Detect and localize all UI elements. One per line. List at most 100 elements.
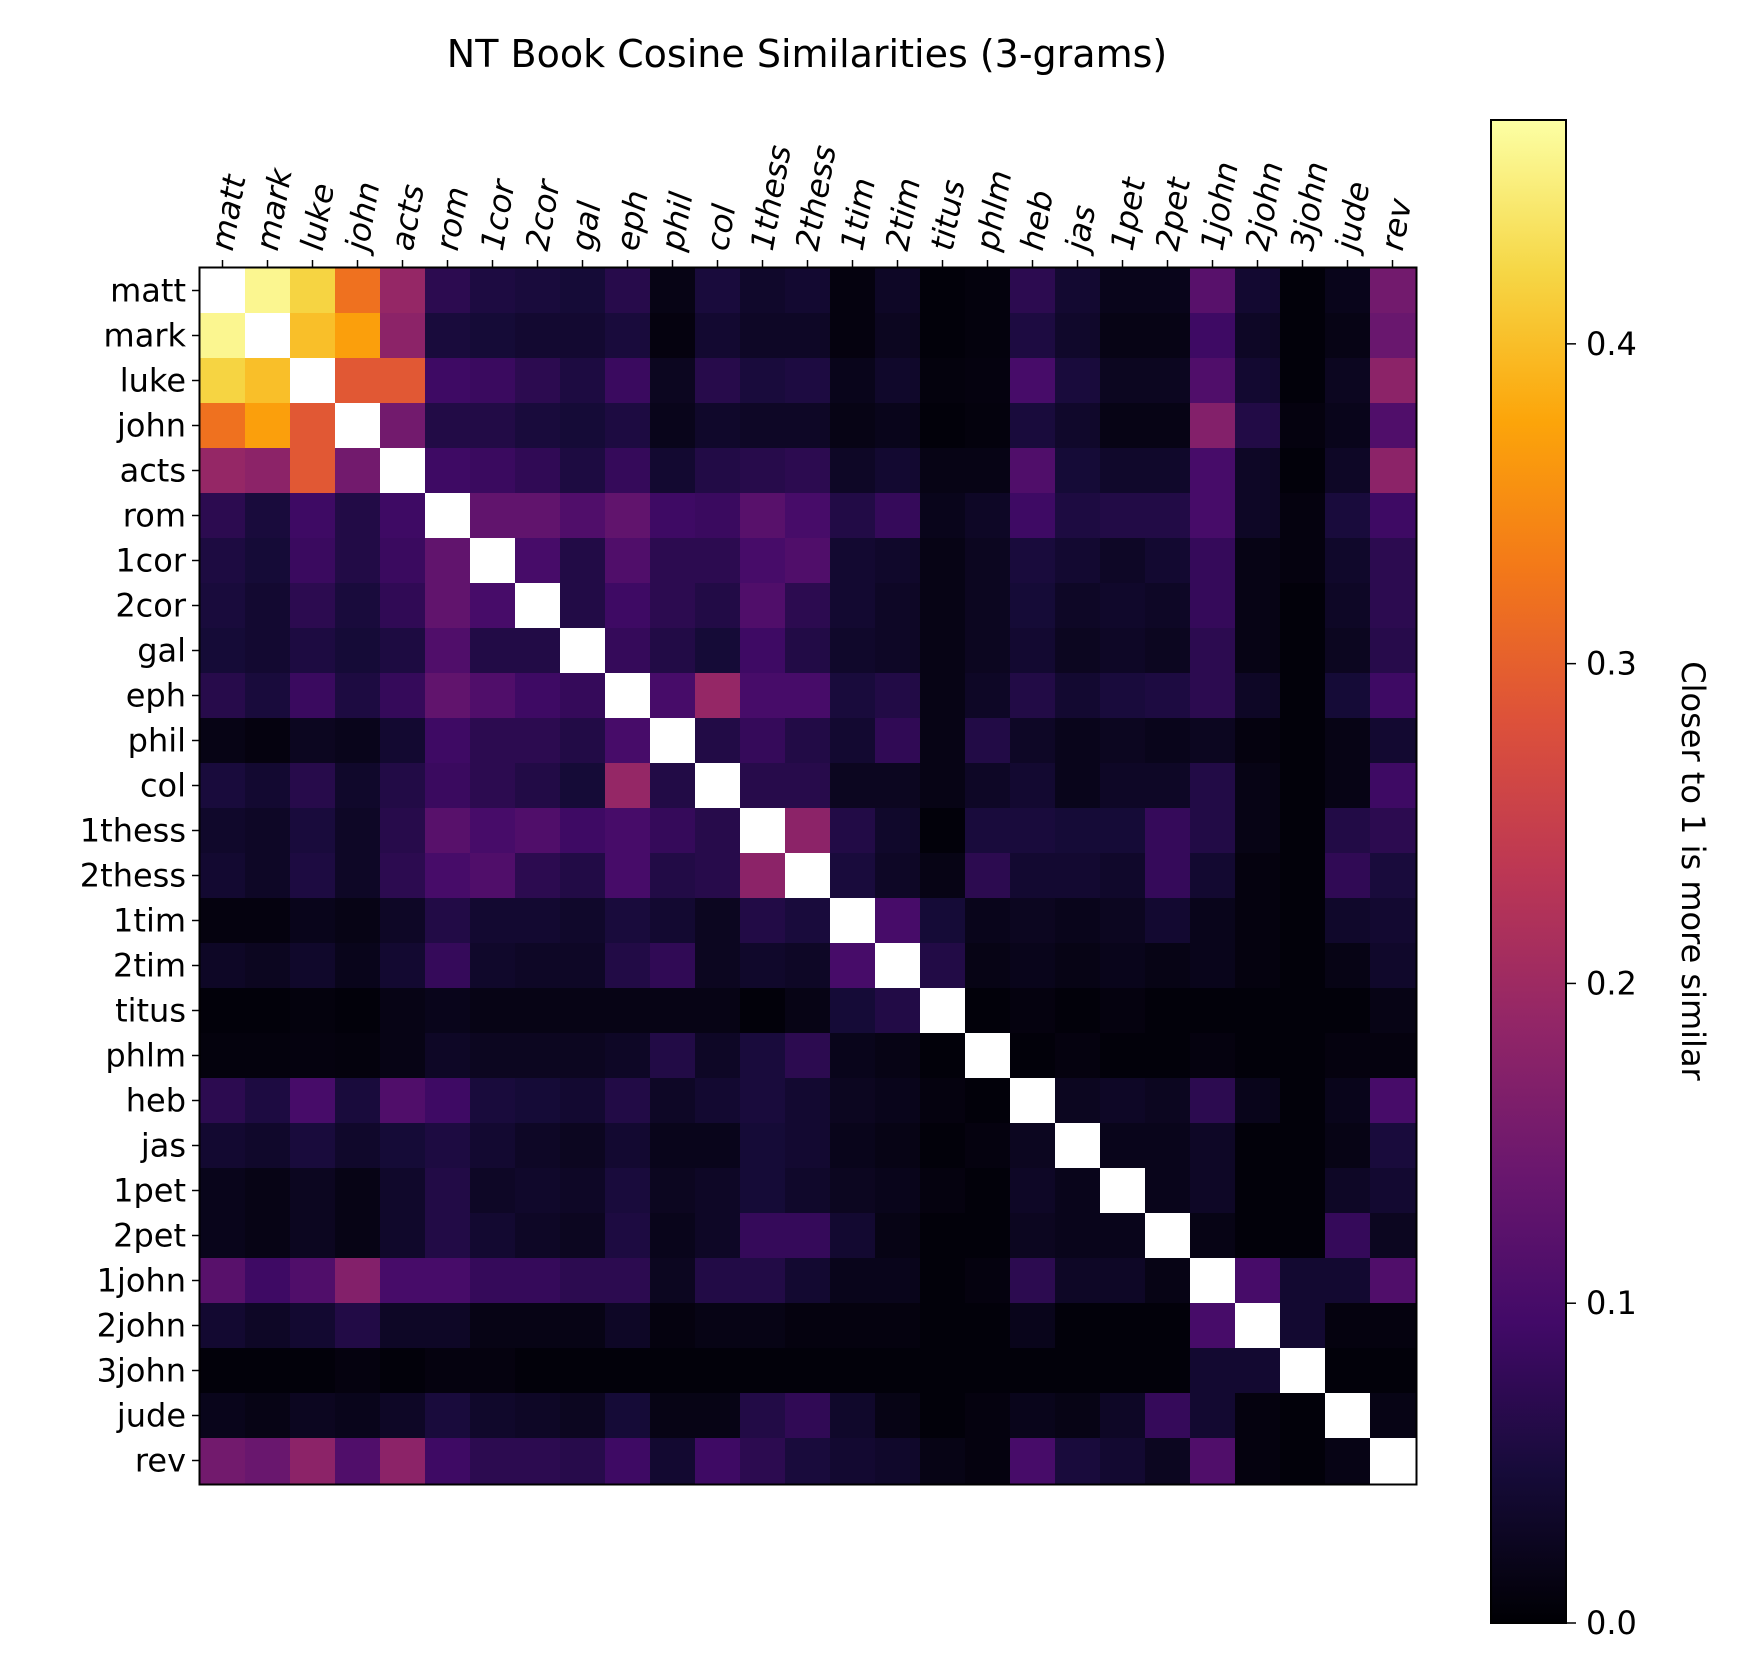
heatmap-cell (605, 268, 651, 314)
heatmap-cell (740, 403, 786, 449)
heatmap-cell (1145, 988, 1191, 1034)
heatmap-cell (785, 538, 831, 584)
heatmap-cell (605, 1168, 651, 1214)
heatmap-cell (1325, 538, 1371, 584)
heatmap-cell (695, 1213, 741, 1259)
heatmap-cell (1190, 1393, 1236, 1439)
heatmap-cell (1190, 853, 1236, 899)
heatmap-cell (1325, 448, 1371, 494)
heatmap-cell (245, 1303, 291, 1349)
heatmap-cell (515, 1348, 561, 1394)
heatmap-cell (1100, 628, 1146, 674)
heatmap-cell (830, 628, 876, 674)
heatmap-cell (1010, 1348, 1056, 1394)
heatmap-cell (605, 1303, 651, 1349)
heatmap-cell (425, 313, 471, 359)
heatmap-cell (470, 1393, 516, 1439)
heatmap-cell (1280, 268, 1326, 314)
heatmap-cell (1010, 313, 1056, 359)
heatmap-cell (1235, 718, 1281, 764)
heatmap-cell (1370, 673, 1416, 719)
heatmap-cell (200, 718, 246, 764)
heatmap-cell (965, 1213, 1011, 1259)
heatmap-cell (740, 673, 786, 719)
heatmap-cell (875, 943, 921, 989)
heatmap-cell (785, 673, 831, 719)
heatmap-cell (965, 1393, 1011, 1439)
heatmap-cell (515, 1393, 561, 1439)
heatmap-cell (1055, 628, 1101, 674)
heatmap-cell (605, 313, 651, 359)
heatmap-cell (290, 1258, 336, 1304)
heatmap-cell (200, 1438, 246, 1484)
heatmap-cell (1190, 313, 1236, 359)
heatmap-cell (965, 493, 1011, 539)
heatmap-cell (1370, 943, 1416, 989)
y-tick-label: titus (115, 992, 186, 1030)
heatmap-cell (1325, 1258, 1371, 1304)
heatmap-cell (470, 808, 516, 854)
heatmap-cell (605, 763, 651, 809)
y-tick-label: john (116, 407, 186, 445)
heatmap-cell (1010, 898, 1056, 944)
heatmap-cell (380, 583, 426, 629)
heatmap-cell (1010, 718, 1056, 764)
heatmap-cell (200, 943, 246, 989)
heatmap-cell (740, 1078, 786, 1124)
heatmap-cell (470, 358, 516, 404)
heatmap-cell (1145, 1078, 1191, 1124)
colorbar-gradient (1490, 119, 1567, 1624)
heatmap-cell (785, 628, 831, 674)
heatmap-cell (200, 583, 246, 629)
heatmap-cell (1010, 763, 1056, 809)
heatmap-cell (740, 538, 786, 584)
heatmap-cell (515, 493, 561, 539)
heatmap-cell (1235, 763, 1281, 809)
heatmap-cell (425, 1168, 471, 1214)
heatmap-cell (200, 853, 246, 899)
heatmap-cell (1280, 1303, 1326, 1349)
heatmap-cell (1190, 718, 1236, 764)
heatmap-cell (695, 1258, 741, 1304)
heatmap-cell (605, 673, 651, 719)
heatmap-cell (335, 1078, 381, 1124)
heatmap-cell (1190, 673, 1236, 719)
heatmap-cell (380, 448, 426, 494)
heatmap-cell (1325, 988, 1371, 1034)
heatmap-cell (1325, 1348, 1371, 1394)
heatmap-cell (290, 1213, 336, 1259)
heatmap-cell (470, 1123, 516, 1169)
heatmap-cell (290, 1168, 336, 1214)
heatmap-cell (1235, 988, 1281, 1034)
heatmap-cell (1010, 1033, 1056, 1079)
heatmap-cell (1055, 448, 1101, 494)
heatmap-cell (965, 853, 1011, 899)
heatmap-cell (1325, 1123, 1371, 1169)
heatmap-cell (1100, 403, 1146, 449)
heatmap-cell (650, 313, 696, 359)
heatmap-cell (1100, 1078, 1146, 1124)
heatmap-cell (740, 628, 786, 674)
heatmap-cell (1055, 1168, 1101, 1214)
heatmap-cell (1100, 1213, 1146, 1259)
heatmap-cell (920, 538, 966, 584)
heatmap-cell (335, 313, 381, 359)
heatmap-cell (785, 493, 831, 539)
heatmap-cell (1280, 943, 1326, 989)
heatmap-cell (650, 853, 696, 899)
heatmap-cell (1370, 718, 1416, 764)
heatmap-cell (1010, 673, 1056, 719)
heatmap-cell (605, 448, 651, 494)
heatmap-cell (200, 358, 246, 404)
heatmap-cell (740, 1033, 786, 1079)
heatmap-cell (245, 268, 291, 314)
heatmap-cell (560, 673, 606, 719)
heatmap-cell (380, 808, 426, 854)
heatmap-cell (425, 898, 471, 944)
heatmap-cell (515, 583, 561, 629)
heatmap-cell (695, 1078, 741, 1124)
heatmap-cell (1280, 583, 1326, 629)
heatmap-cell (560, 1033, 606, 1079)
heatmap-cell (290, 313, 336, 359)
heatmap-cell (740, 1258, 786, 1304)
